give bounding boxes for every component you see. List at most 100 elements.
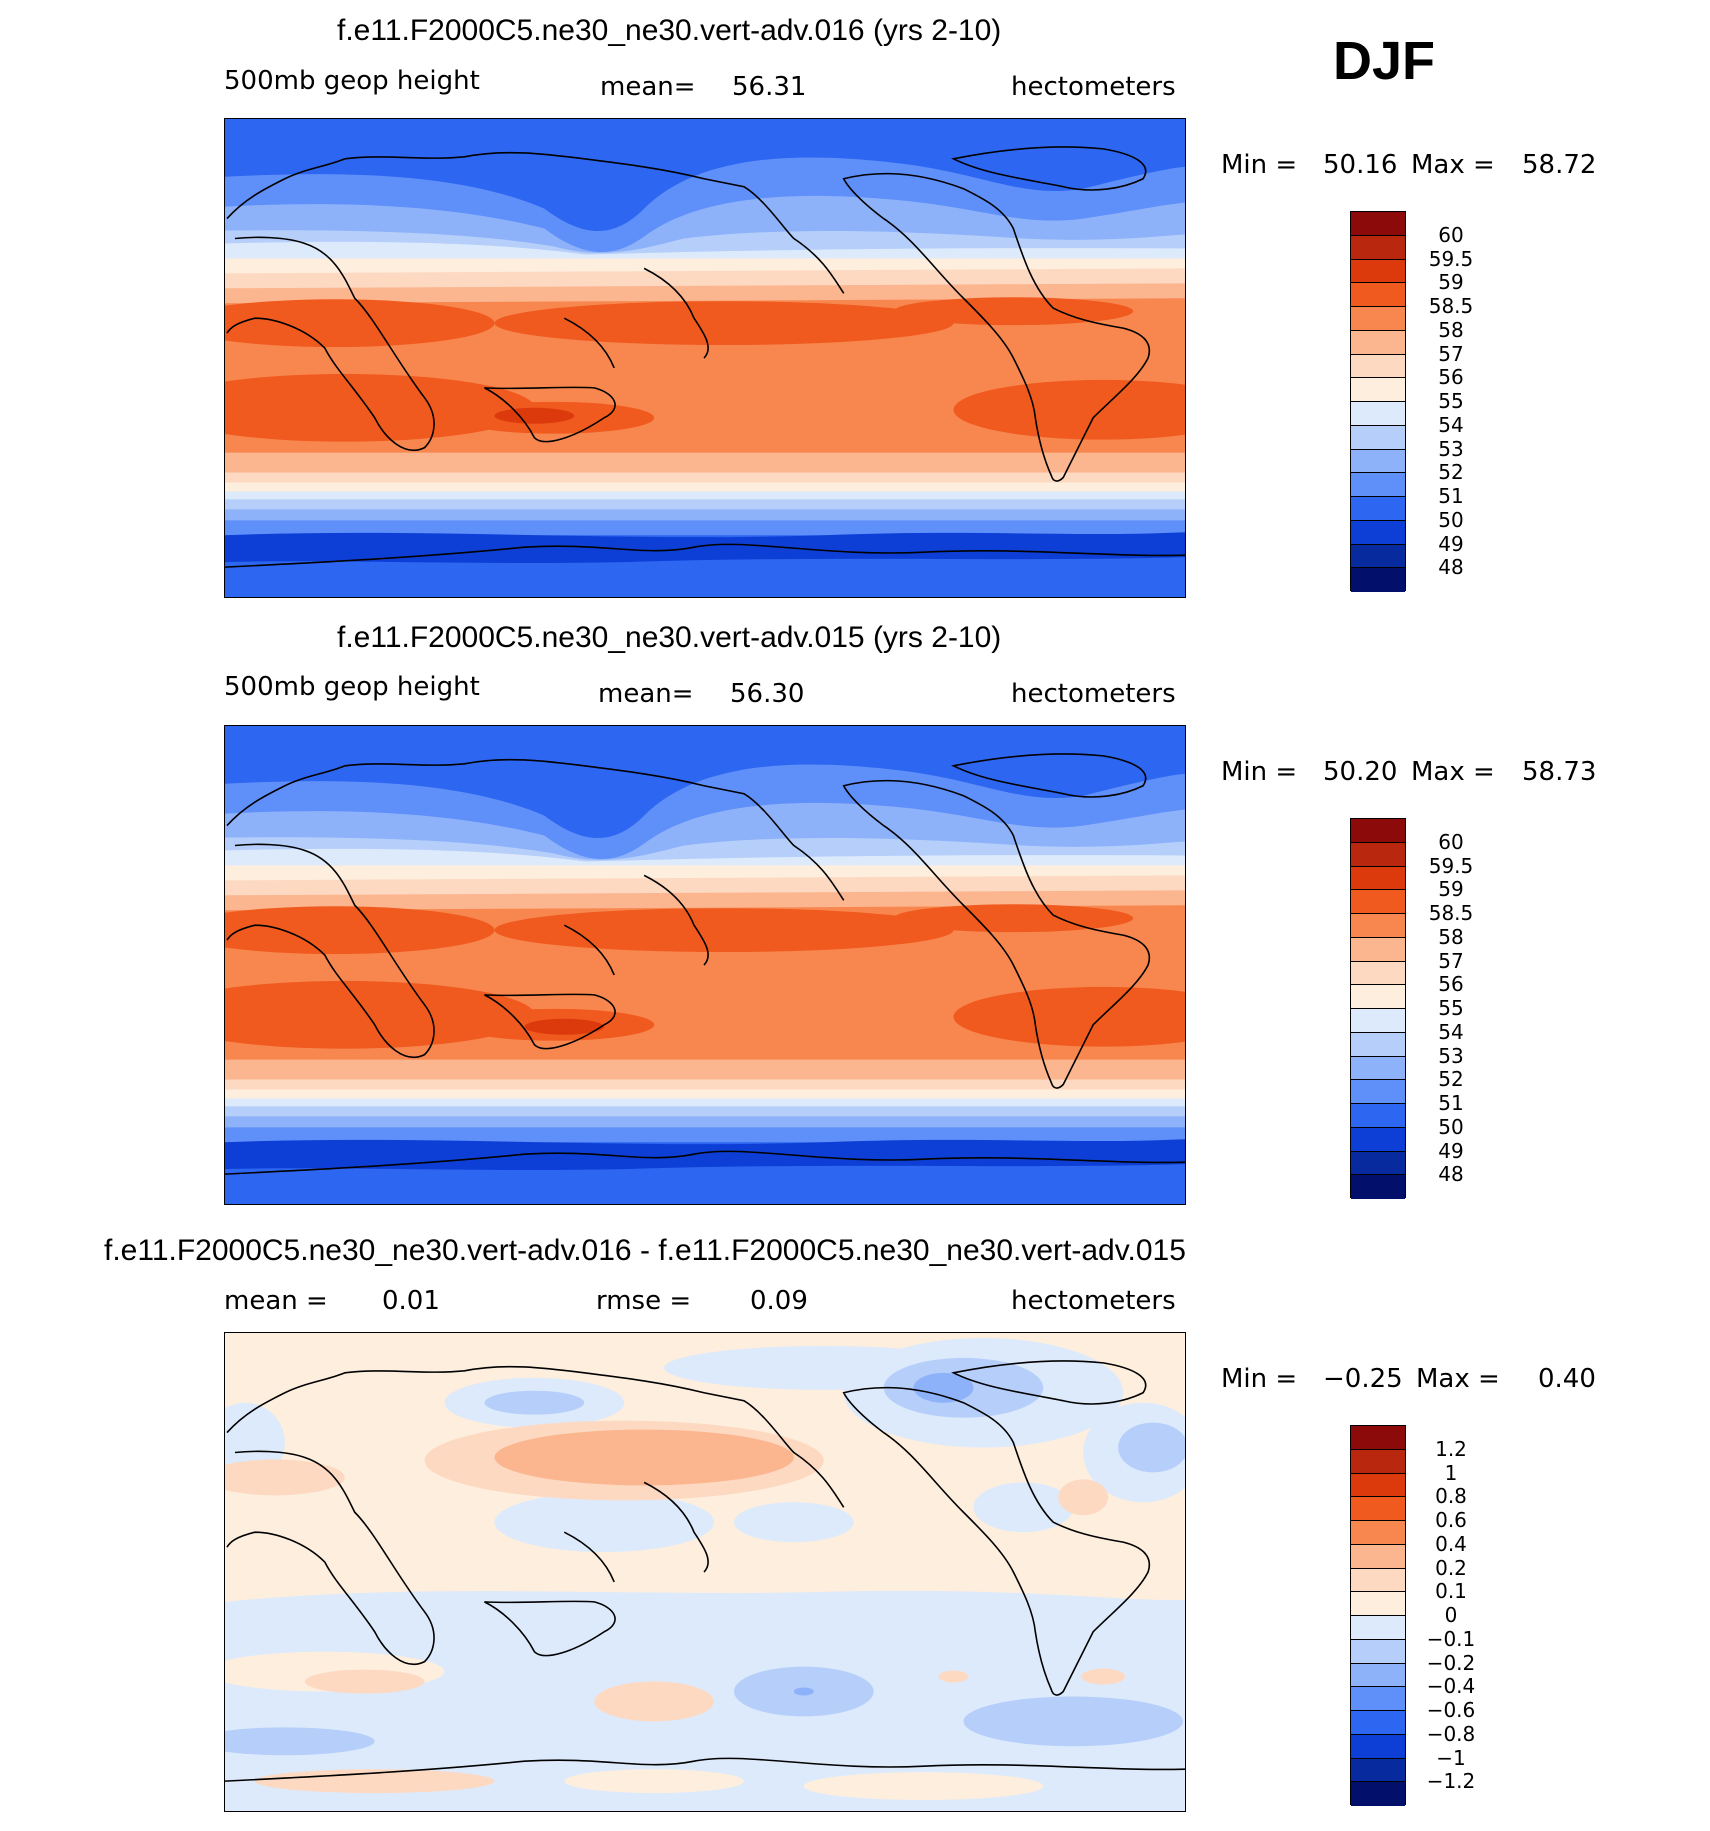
colorbar-label: 1 [1444, 1461, 1458, 1485]
colorbar-cell [1351, 1032, 1405, 1057]
colorbar-label: 51 [1438, 1091, 1464, 1115]
colorbar-label: 56 [1438, 365, 1464, 389]
panel-2-colorbar-labels: 60 59.5 59 58.5 58 57 56 55 54 53 52 51 … [1406, 818, 1496, 1198]
colorbar-cell [1351, 937, 1405, 962]
colorbar-cell [1351, 1080, 1405, 1104]
colorbar-label: 58.5 [1428, 901, 1474, 925]
colorbar-cell [1351, 449, 1405, 474]
colorbar-cell [1351, 1104, 1405, 1128]
colorbar-label: 0.8 [1435, 1484, 1467, 1508]
panel-3-colorbar [1350, 1425, 1406, 1806]
colorbar-label: 59 [1438, 877, 1464, 901]
panel-2-title: f.e11.F2000C5.ne30_ne30.vert-adv.015 (yr… [337, 621, 1002, 654]
colorbar-label: 60 [1438, 830, 1464, 854]
panel-1-mean-value: 56.31 [732, 72, 807, 102]
colorbar-cell [1351, 212, 1405, 236]
panel-2-mean-value: 56.30 [730, 679, 805, 709]
panel-3-min-label: Min = [1221, 1364, 1298, 1394]
colorbar-label: 53 [1438, 437, 1464, 461]
colorbar-label: 53 [1438, 1044, 1464, 1068]
colorbar-label: 52 [1438, 460, 1464, 484]
colorbar-cell [1351, 1151, 1405, 1176]
colorbar-cell [1351, 544, 1405, 569]
colorbar-label: 58 [1438, 925, 1464, 949]
colorbar-label: −0.8 [1426, 1722, 1476, 1746]
panel-1-mean-label: mean= [600, 72, 696, 102]
colorbar-label: 55 [1438, 996, 1464, 1020]
panel-1-max-value: 58.72 [1522, 150, 1597, 180]
colorbar-label: 58.5 [1428, 294, 1474, 318]
colorbar-cell [1351, 819, 1405, 843]
colorbar-cell [1351, 1734, 1405, 1759]
colorbar-label: 55 [1438, 389, 1464, 413]
panel-3-mean-label: mean = [224, 1286, 328, 1316]
colorbar-label: 54 [1438, 413, 1464, 437]
panel-3-title: f.e11.F2000C5.ne30_ne30.vert-adv.016 - f… [104, 1234, 1186, 1267]
panel-2-max-label: Max = [1411, 757, 1495, 787]
panel-2-variable: 500mb geop height [224, 672, 480, 702]
colorbar-cell [1351, 914, 1405, 938]
colorbar-cell [1351, 354, 1405, 379]
panel-3-rmse-value: 0.09 [750, 1286, 808, 1316]
colorbar-cell [1351, 497, 1405, 521]
colorbar-cell [1351, 259, 1405, 284]
colorbar-label: 49 [1438, 1139, 1464, 1163]
colorbar-label: 50 [1438, 1115, 1464, 1139]
colorbar-label: 0.4 [1435, 1532, 1467, 1556]
panel-2-map [224, 725, 1186, 1205]
panel-3-max-value: 0.40 [1538, 1364, 1596, 1394]
colorbar-label: 0 [1444, 1603, 1458, 1627]
panel-2-min-value: 50.20 [1323, 757, 1398, 787]
colorbar-cell [1351, 1568, 1405, 1593]
colorbar-cell [1351, 1521, 1405, 1545]
colorbar-label: 48 [1438, 1162, 1464, 1186]
panel-1-min-value: 50.16 [1323, 150, 1398, 180]
colorbar-label: −1 [1436, 1746, 1466, 1770]
colorbar-cell [1351, 1009, 1405, 1033]
season-label: DJF [1333, 31, 1436, 91]
panel-2-colorbar [1350, 818, 1406, 1199]
colorbar-cell [1351, 425, 1405, 450]
panel-1-field [225, 119, 1185, 597]
colorbar-cell [1351, 568, 1405, 592]
panel-1-units: hectometers [1011, 72, 1176, 102]
colorbar-cell [1351, 1175, 1405, 1199]
colorbar-label: 59 [1438, 270, 1464, 294]
colorbar-label: 0.6 [1435, 1508, 1467, 1532]
panel-2-min-label: Min = [1221, 757, 1298, 787]
colorbar-cell [1351, 1782, 1405, 1806]
panel-1-min-label: Min = [1221, 150, 1298, 180]
colorbar-cell [1351, 1758, 1405, 1783]
colorbar-cell [1351, 1426, 1405, 1450]
colorbar-cell [1351, 961, 1405, 986]
colorbar-cell [1351, 1127, 1405, 1152]
colorbar-cell [1351, 1639, 1405, 1664]
colorbar-label: −0.1 [1426, 1627, 1476, 1651]
panel-2-mean-label: mean= [598, 679, 694, 709]
colorbar-cell [1351, 520, 1405, 545]
colorbar-cell [1351, 1544, 1405, 1569]
panel-2-units: hectometers [1011, 679, 1176, 709]
colorbar-cell [1351, 1473, 1405, 1498]
colorbar-cell [1351, 1056, 1405, 1081]
panel-1-variable: 500mb geop height [224, 66, 480, 96]
colorbar-label: 60 [1438, 223, 1464, 247]
colorbar-label: 59.5 [1428, 854, 1474, 878]
colorbar-label: 51 [1438, 484, 1464, 508]
colorbar-cell [1351, 235, 1405, 260]
colorbar-cell [1351, 1449, 1405, 1474]
colorbar-label: −0.2 [1426, 1651, 1476, 1675]
panel-3-colorbar-labels: 1.2 1 0.8 0.6 0.4 0.2 0.1 0 −0.1 −0.2 −0… [1406, 1425, 1496, 1805]
colorbar-cell [1351, 402, 1405, 426]
colorbar-label: 0.1 [1435, 1579, 1467, 1603]
colorbar-cell [1351, 1663, 1405, 1688]
colorbar-label: −1.2 [1426, 1769, 1476, 1793]
panel-1-title: f.e11.F2000C5.ne30_ne30.vert-adv.016 (yr… [337, 14, 1002, 47]
colorbar-label: 54 [1438, 1020, 1464, 1044]
colorbar-cell [1351, 1592, 1405, 1616]
panel-1-map [224, 118, 1186, 598]
colorbar-label: 57 [1438, 342, 1464, 366]
colorbar-label: 52 [1438, 1067, 1464, 1091]
panel-3-units: hectometers [1011, 1286, 1176, 1316]
colorbar-cell [1351, 283, 1405, 307]
